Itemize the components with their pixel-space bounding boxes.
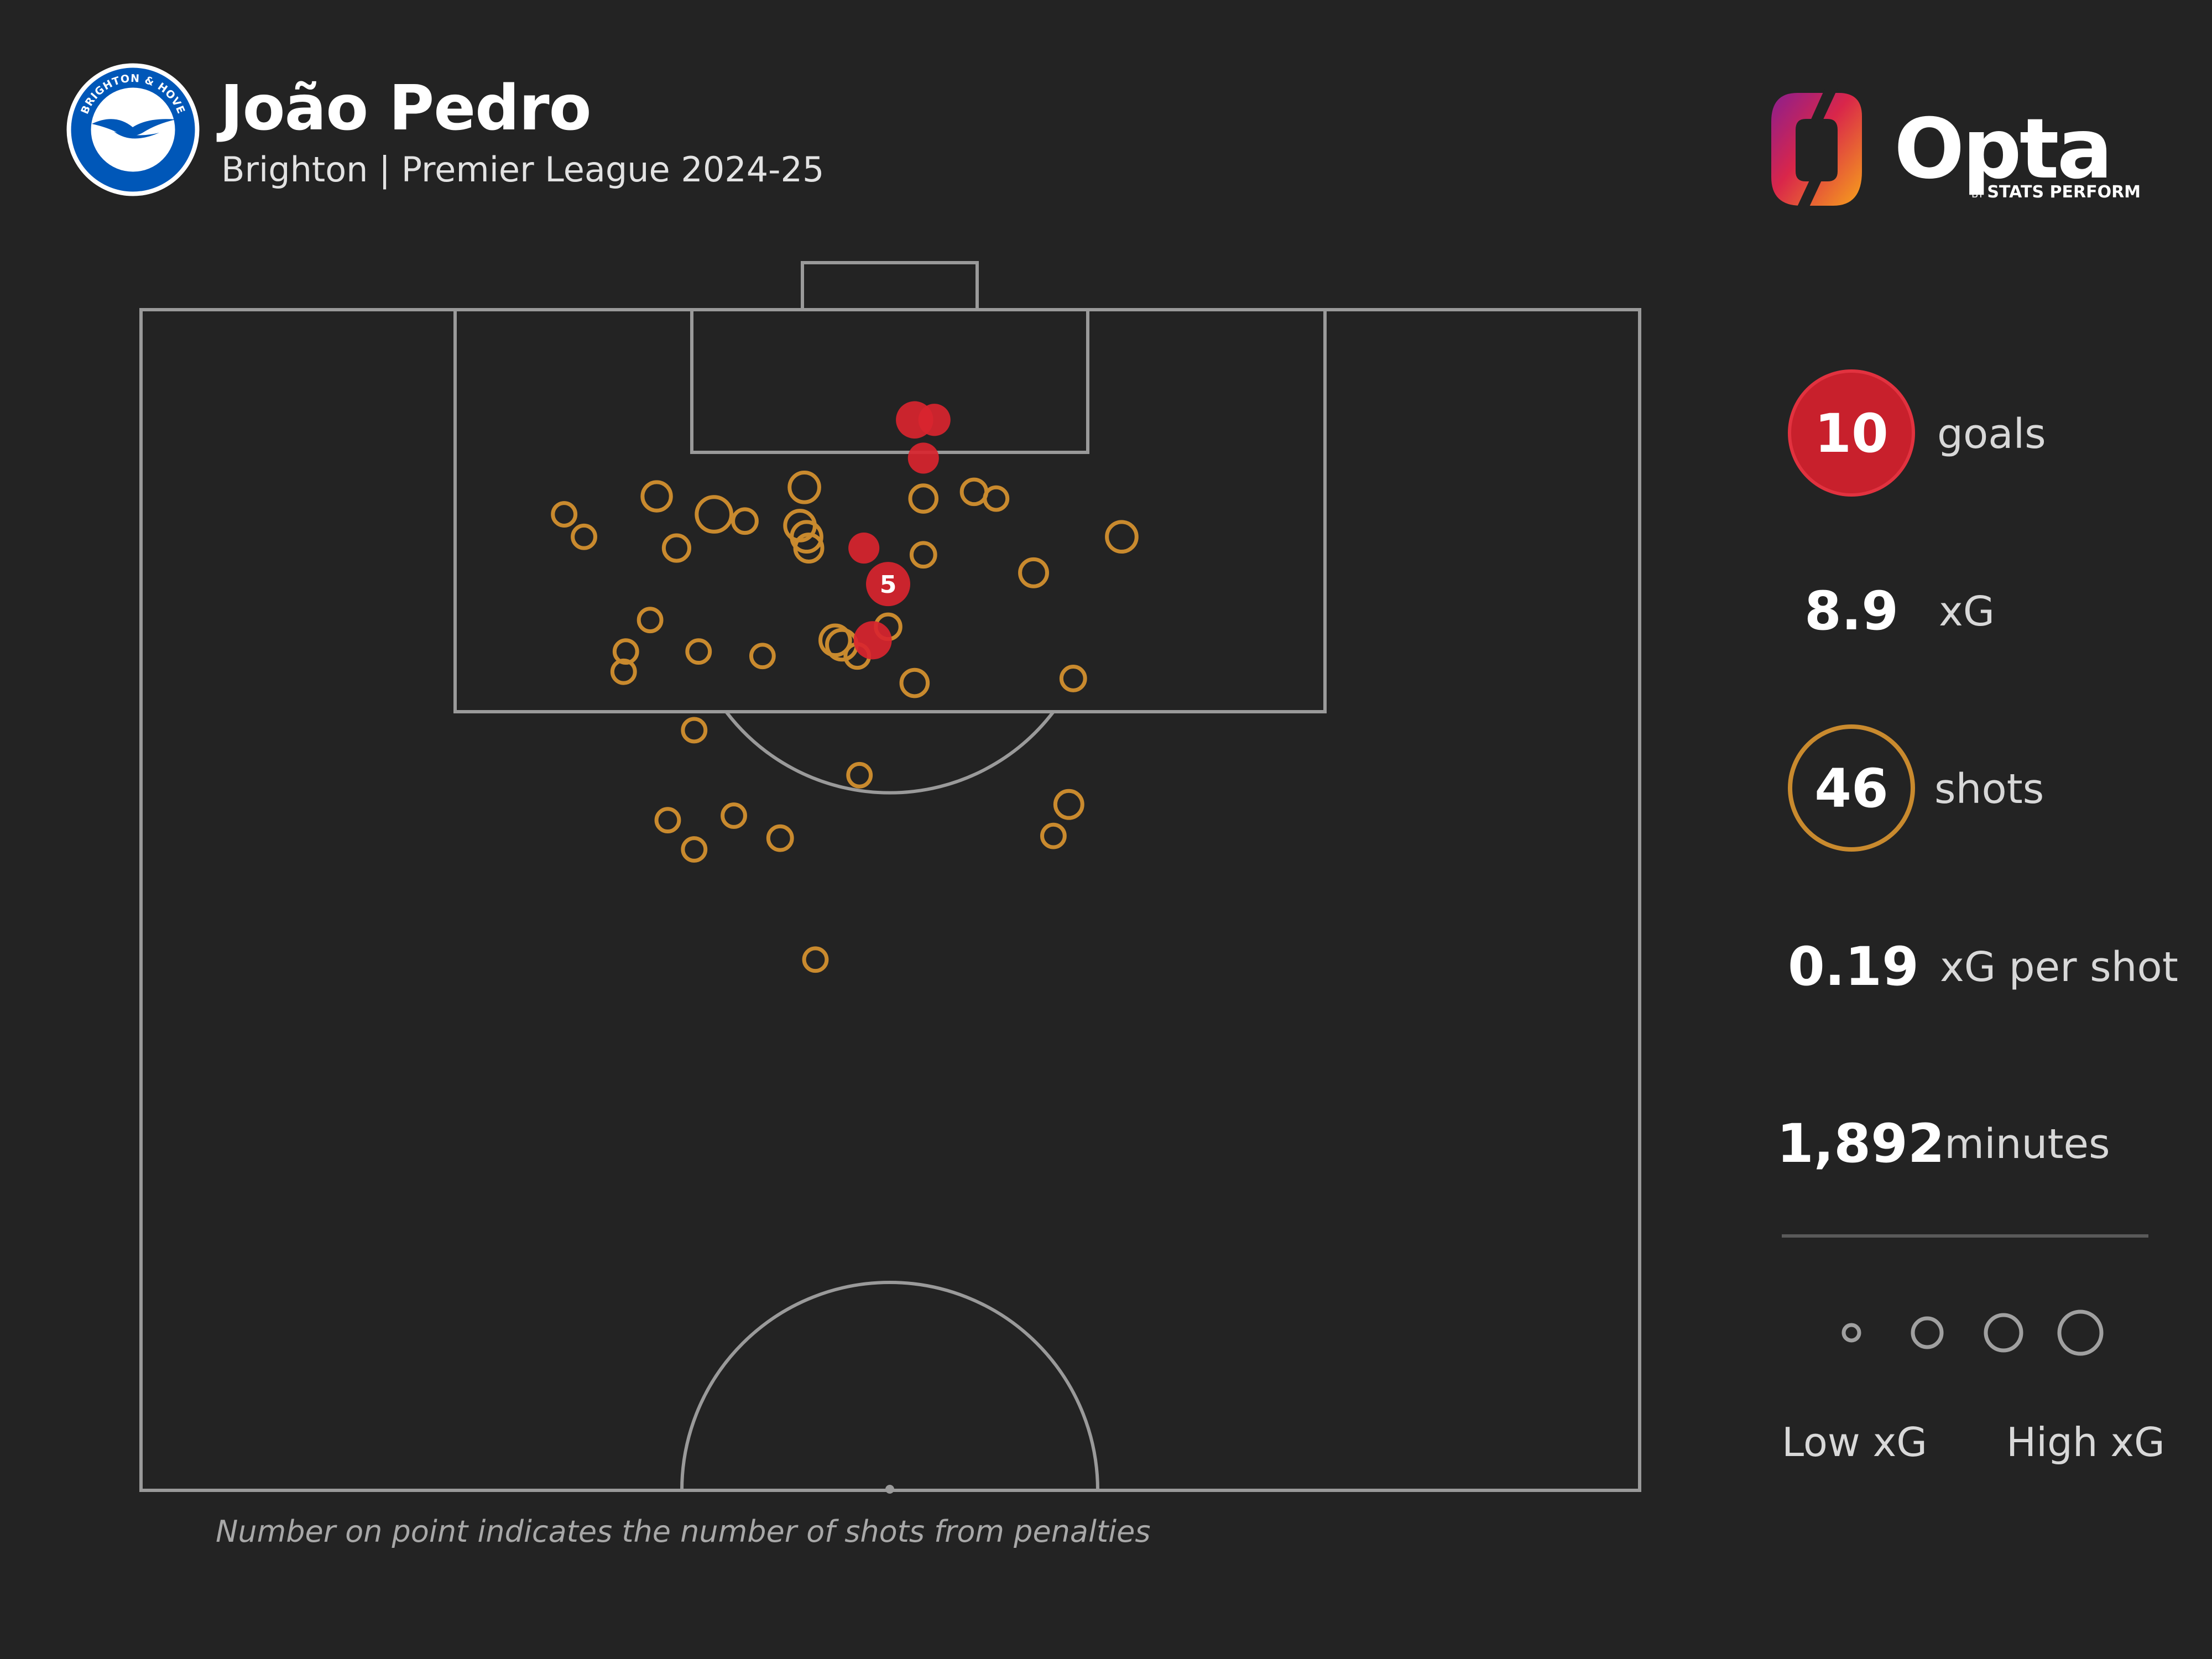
shot-point [681,836,708,863]
shot-point [654,807,681,834]
shot-point [640,480,673,513]
stats-divider [1782,1234,2148,1238]
pitch-lines [139,261,1641,1492]
opta-wordmark: Opta [1894,101,2113,197]
goal-point [907,442,939,474]
xg-per-shot-value: 0.19 [1788,936,1919,998]
shot-point [1059,665,1087,692]
shot-point [790,520,823,554]
shot-point [612,638,639,665]
shot-point [685,638,712,665]
shot-point [818,623,852,658]
shot-point [1053,789,1084,820]
shot-point [661,533,691,563]
shot-map: 5 [139,261,1641,1494]
shot-point [846,761,873,789]
xg-label: xG [1939,588,1995,635]
shot-point [793,533,825,564]
minutes-label: minutes [1944,1120,2110,1168]
shot-point [610,658,637,685]
shot-point [551,501,578,528]
shot-point [787,470,821,504]
shot-point [731,507,759,535]
shot-point [908,483,939,514]
centre-circle [680,1281,1099,1491]
legend-circle-1 [1841,1323,1861,1343]
legend-low-label: Low xG [1782,1419,1928,1465]
footnote: Number on point indicates the number of … [216,1514,1151,1549]
shots-layer [551,470,1139,973]
centre-spot [885,1485,894,1494]
goal-point [853,621,892,660]
pitch-boundary [139,308,1641,1492]
legend-circle-2 [1911,1316,1944,1349]
opta-tagline-text: STATS PERFORM [1987,182,2141,202]
shot-point [571,523,597,550]
shots-value: 46 [1814,758,1888,820]
minutes-value: 1,892 [1777,1113,1945,1175]
opta-logo-icon [1767,88,1866,210]
shot-point [1105,520,1139,554]
player-name: João Pedro [220,72,592,144]
shots-label: shots [1934,765,2044,813]
shot-point [1040,822,1067,849]
shot-point [766,824,794,852]
six-yard-box [690,308,1089,454]
legend-high-label: High xG [2006,1419,2165,1465]
goals-ring [1788,369,1915,497]
xg-value: 8.9 [1804,580,1899,642]
penalty-arc [724,711,1055,795]
shot-point [637,607,664,634]
shot-point [899,667,930,698]
shot-point [959,477,989,507]
shot-point [1018,557,1050,588]
shot-point [681,717,708,744]
penalty-count-label: 5 [880,571,897,599]
goal-point [918,404,951,436]
goals-label: goals [1937,410,2046,458]
goals-value: 10 [1814,403,1888,465]
shot-point [802,946,829,973]
penalty-area [453,308,1327,713]
shot-point [983,485,1010,512]
opta-by-label: BY [1971,189,1984,200]
shot-point [695,495,734,534]
legend-circle-3 [1984,1313,2023,1353]
shot-point [909,541,937,569]
goal [801,261,979,311]
xg-per-shot-label: xG per shot [1940,943,2178,991]
shots-ring [1788,724,1915,852]
goals-layer: 5 [848,401,951,660]
shot-point [721,802,747,829]
legend-circle-4 [2057,1310,2104,1356]
club-badge: BRIGHTON & HOVE ALBION [65,62,201,197]
shot-point [749,643,776,670]
xg-size-legend [1841,1310,2104,1356]
seagull-icon [92,119,176,139]
goal-point [866,562,911,607]
goal-point [848,533,880,564]
subtitle: Brighton | Premier League 2024-25 [221,149,825,190]
opta-tagline: BY STATS PERFORM [1971,184,2141,201]
